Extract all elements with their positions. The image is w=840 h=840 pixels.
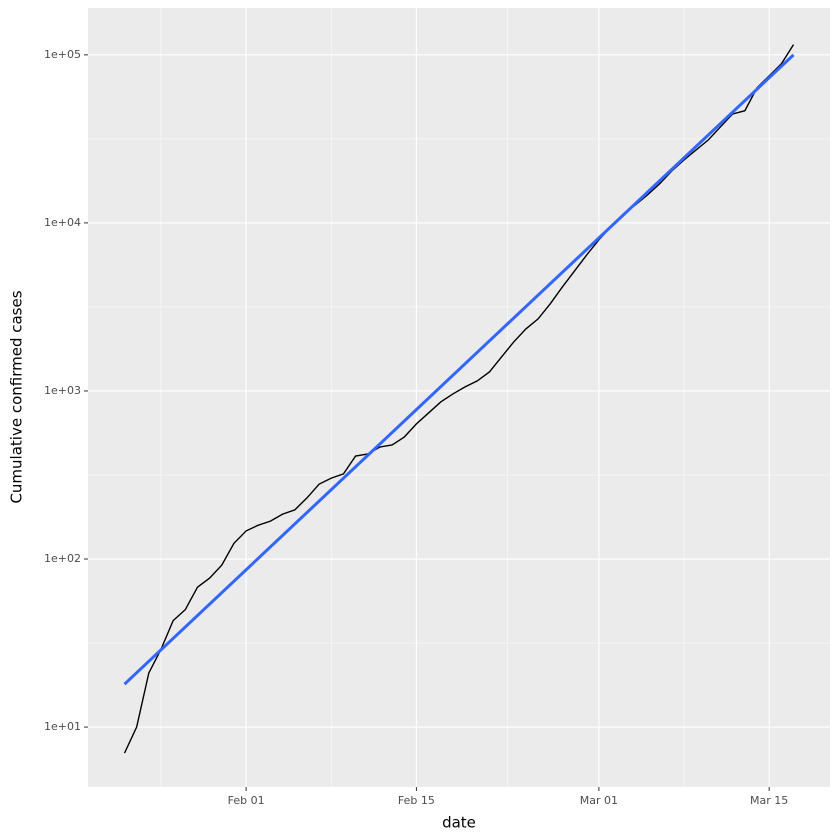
y-tick-label: 1e+02 [44,552,81,565]
y-tick-label: 1e+01 [44,720,81,733]
x-tick-label: Mar 15 [750,794,788,807]
x-tick-label: Feb 15 [398,794,435,807]
fit-line [123,53,795,686]
y-tick-label: 1e+03 [44,384,81,397]
y-axis-title: Cumulative confirmed cases [8,290,26,503]
y-tick-label: 1e+04 [44,216,81,229]
x-axis-title: date [442,814,476,832]
y-tick-label: 1e+05 [44,48,81,61]
x-tick-label: Feb 01 [228,794,265,807]
x-tick-label: Mar 01 [580,794,618,807]
